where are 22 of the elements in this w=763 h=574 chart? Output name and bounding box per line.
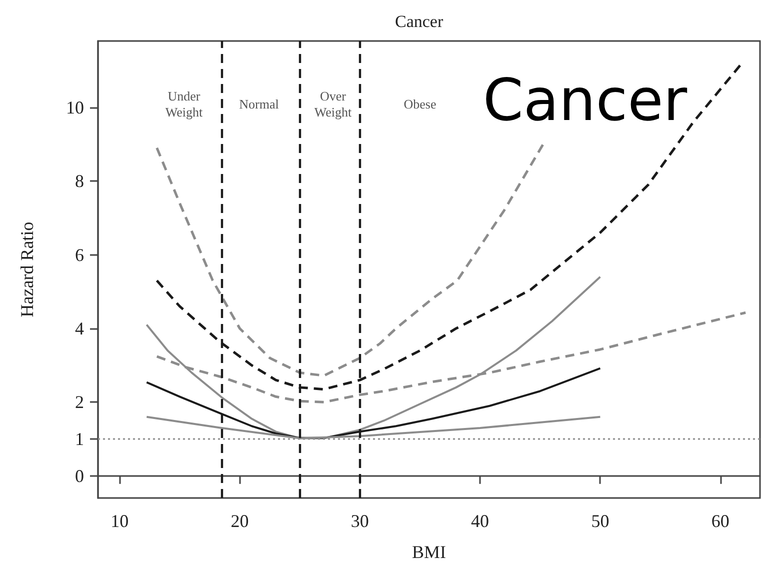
y-tick-label: 0 [75,466,84,486]
x-tick-label: 40 [471,511,490,531]
x-tick-label: 10 [110,511,129,531]
y-tick-label: 8 [75,171,84,192]
y-tick-label: 4 [75,318,84,338]
x-tick-label: 20 [230,511,249,531]
chart-title: Cancer [395,12,444,31]
annotation: Obese [404,96,436,112]
y-axis-title: Hazard Ratio [17,222,37,318]
x-axis-title: BMI [412,542,446,562]
line-series [156,142,544,377]
y-tick-label: 6 [75,244,84,265]
annotation: Normal [239,96,280,112]
annotation: Cancer [482,66,688,134]
x-tick-label: 50 [591,511,610,531]
x-tick-label: 60 [711,511,730,531]
y-tick-label: 2 [75,392,84,412]
annotation: Under Weight [165,88,203,120]
x-tick-label: 30 [350,511,369,531]
annotation: Over Weight [314,88,352,120]
y-tick-label: 10 [66,97,84,118]
y-tick-label: 1 [75,429,84,450]
